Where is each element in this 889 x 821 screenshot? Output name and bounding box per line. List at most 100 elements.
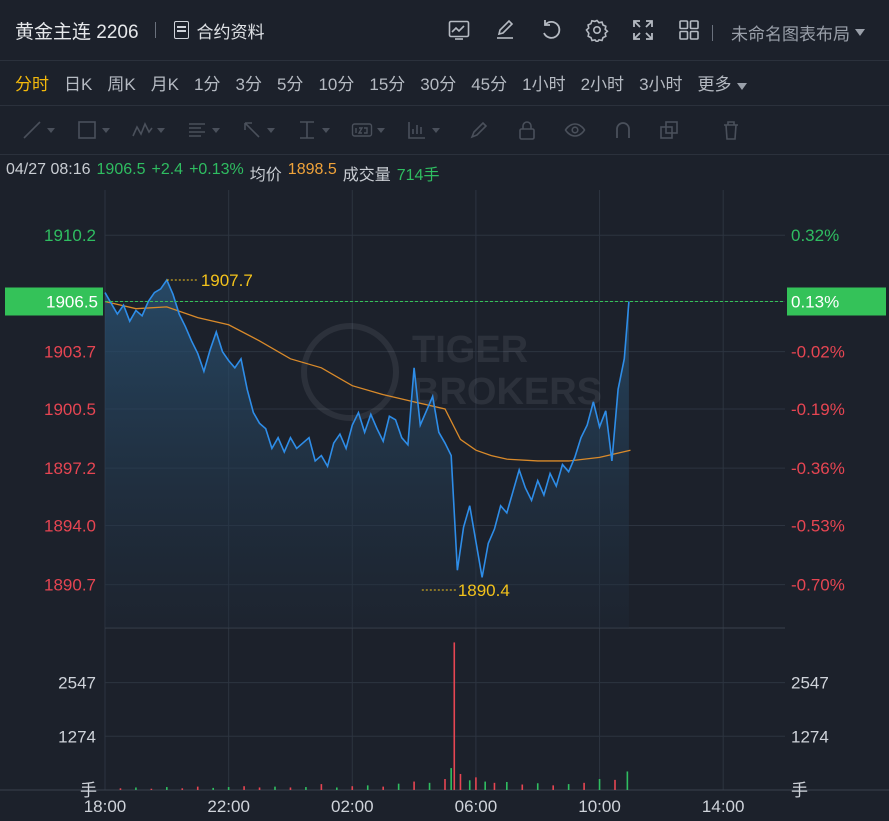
wave-tool-icon[interactable] xyxy=(131,119,165,141)
layout-selector[interactable]: 未命名图表布局 xyxy=(712,20,865,45)
volume-bar xyxy=(366,785,369,790)
period-tab[interactable]: 日K xyxy=(64,75,93,94)
line-tool-icon[interactable] xyxy=(21,119,55,141)
grid-layout-icon[interactable] xyxy=(677,18,701,42)
volume-bar xyxy=(583,782,585,790)
current-price-badge xyxy=(5,287,103,316)
period-tab[interactable]: 3小时 xyxy=(639,75,683,94)
volume-bar xyxy=(166,787,168,790)
chart-header: 黄金主连 2206 合约资料 未命名图表布局 xyxy=(0,0,889,61)
fullscreen-icon[interactable] xyxy=(631,18,655,42)
volume-bar xyxy=(320,784,323,790)
pct-axis-right: 0.32% 0.13% -0.02% -0.19% -0.36% -0.53% -0.70%… xyxy=(787,226,886,800)
text-tool-icon[interactable] xyxy=(351,119,385,141)
low-label: 1890.4 xyxy=(458,581,510,600)
pct-tick-label: -0.02% xyxy=(791,343,845,362)
clone-icon[interactable] xyxy=(658,119,680,141)
volume-bar xyxy=(413,781,415,790)
volume-bar xyxy=(212,787,214,790)
volume-bar xyxy=(536,783,539,790)
lock-icon[interactable] xyxy=(516,119,538,141)
period-tab[interactable]: 10分 xyxy=(318,75,355,94)
time-tick-label: 18:00 xyxy=(84,797,127,816)
fib-tool-icon[interactable] xyxy=(186,119,220,141)
volume-bar xyxy=(289,787,292,790)
high-label: 1907.7 xyxy=(201,271,253,290)
settings-icon[interactable] xyxy=(585,18,609,44)
rect-tool-icon[interactable] xyxy=(76,119,110,141)
quote-datetime: 04/27 08:16 xyxy=(6,161,91,178)
more-periods-button[interactable]: 更多 xyxy=(698,70,747,95)
volume-bar xyxy=(459,773,462,790)
price-tick-label: 1903.7 xyxy=(44,343,96,362)
volume-bar xyxy=(227,787,230,790)
undo-icon[interactable] xyxy=(539,18,563,42)
measure-tool-icon[interactable] xyxy=(296,119,330,141)
period-tab[interactable]: 5分 xyxy=(276,75,304,94)
edit-icon[interactable] xyxy=(493,18,517,42)
volume-unit-label-right: 手 xyxy=(791,781,808,800)
period-tab[interactable]: 1分 xyxy=(194,75,221,94)
chart-annotations: 1907.7 1890.4 xyxy=(105,271,785,600)
volume-bar xyxy=(382,786,384,790)
price-tick-label: 1897.2 xyxy=(44,459,96,478)
svg-text:BROKERS: BROKERS xyxy=(412,371,602,413)
period-tab[interactable]: 周K xyxy=(107,75,136,94)
volume-bar xyxy=(484,781,486,790)
time-tick-label: 10:00 xyxy=(578,797,621,816)
time-tick-label: 02:00 xyxy=(331,797,374,816)
volume-bar xyxy=(453,642,456,790)
volume-bar xyxy=(475,777,477,790)
chevron-down-icon xyxy=(855,29,865,36)
magnet-icon[interactable] xyxy=(612,119,634,141)
contract-info-button[interactable]: 合约资料 xyxy=(173,18,265,43)
period-tab[interactable]: 30分 xyxy=(420,75,457,94)
volume-tick-label-right: 2547 xyxy=(791,674,829,693)
volume-tick-label-right: 1274 xyxy=(791,727,829,746)
period-tab[interactable]: 3分 xyxy=(235,75,262,94)
current-pct-badge xyxy=(787,287,886,316)
volume-bar xyxy=(468,780,471,790)
volume-bars xyxy=(119,642,629,790)
volume-bar xyxy=(626,771,629,790)
tiger-brokers-watermark: TIGER BROKERS xyxy=(301,323,602,421)
brush-icon[interactable] xyxy=(468,119,490,141)
pct-tick-label: -0.36% xyxy=(791,459,845,478)
arrow-tool-icon[interactable] xyxy=(241,119,275,141)
volume-bar xyxy=(181,788,184,790)
quote-change: +2.4 xyxy=(151,161,184,178)
volume-bar xyxy=(305,787,307,790)
volume-bar xyxy=(196,786,199,790)
price-tick-label: 1890.7 xyxy=(44,576,96,595)
avg-price-label: 均价 xyxy=(249,167,282,184)
period-tab[interactable]: 月K xyxy=(150,75,180,94)
chart-template-icon[interactable] xyxy=(447,18,471,42)
instrument-title[interactable]: 黄金主连 2206 xyxy=(15,21,139,43)
period-tab[interactable]: 2小时 xyxy=(580,75,625,94)
trash-icon[interactable] xyxy=(720,119,742,141)
pct-tick-label: 0.32% xyxy=(791,226,839,245)
price-tick-label: 1894.0 xyxy=(44,516,96,535)
time-tick-label: 22:00 xyxy=(207,797,250,816)
period-tab[interactable]: 1小时 xyxy=(522,75,566,94)
current-price-badge-label: 1906.5 xyxy=(46,293,98,312)
period-bar: 分时 日K 周K 月K 1分 3分 5分 10分 15分 30分 45分 1小时… xyxy=(0,60,747,105)
period-tab[interactable]: 分时 xyxy=(15,75,49,94)
indicator-tool-icon[interactable] xyxy=(406,119,440,141)
time-tick-label: 14:00 xyxy=(702,797,745,816)
volume-bar xyxy=(336,787,338,790)
svg-text:TIGER: TIGER xyxy=(412,329,528,371)
volume-bar xyxy=(135,787,137,790)
volume-label: 成交量 xyxy=(342,167,391,184)
volume-bar xyxy=(506,781,508,790)
drawing-toolbar xyxy=(0,105,889,155)
period-tab[interactable]: 15分 xyxy=(369,75,406,94)
pct-tick-label: -0.53% xyxy=(791,516,845,535)
avg-price-value: 1898.5 xyxy=(287,161,337,178)
volume-bar xyxy=(567,784,570,790)
price-tick-label: 1900.5 xyxy=(44,400,96,419)
eye-icon[interactable] xyxy=(564,119,586,141)
layout-divider xyxy=(712,24,713,41)
period-tab[interactable]: 45分 xyxy=(471,75,508,94)
